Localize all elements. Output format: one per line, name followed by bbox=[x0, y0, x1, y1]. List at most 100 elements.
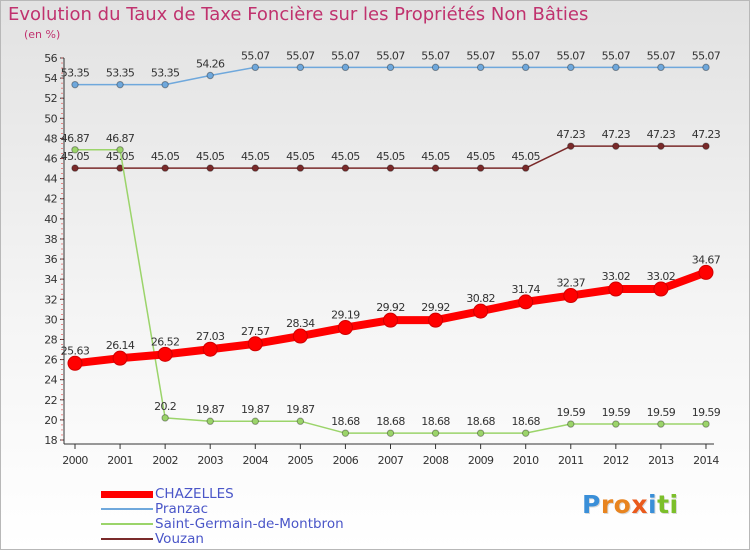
data-label-chazelles: 31.74 bbox=[511, 283, 540, 296]
chart-title: Evolution du Taux de Taxe Foncière sur l… bbox=[8, 4, 589, 25]
data-label-vouzan: 45.05 bbox=[196, 150, 225, 163]
y-tick-label: 32 bbox=[44, 293, 57, 306]
y-tick-label: 48 bbox=[44, 132, 57, 145]
data-label-vouzan: 45.05 bbox=[286, 150, 315, 163]
data-point-chazelles bbox=[608, 281, 624, 297]
data-point-chazelles bbox=[157, 346, 173, 362]
legend-item-saint-germain: Saint-Germain-de-Montbron bbox=[101, 516, 344, 532]
data-label-vouzan: 45.05 bbox=[61, 150, 90, 163]
proxiti-logo: Proxiti bbox=[582, 490, 679, 519]
data-label-chazelles: 33.02 bbox=[647, 270, 676, 283]
data-label-pranzac: 55.07 bbox=[602, 49, 631, 62]
y-tick-label: 52 bbox=[44, 92, 57, 105]
data-point-saint-germain-de-montbron bbox=[161, 414, 169, 422]
data-label-pranzac: 54.26 bbox=[196, 57, 225, 70]
y-tick-label: 18 bbox=[44, 434, 57, 447]
x-tick-label: 2001 bbox=[107, 454, 133, 467]
data-point-saint-germain-de-montbron bbox=[702, 420, 710, 428]
data-point-pranzac bbox=[476, 63, 485, 72]
data-point-chazelles bbox=[247, 336, 263, 352]
data-point-pranzac bbox=[296, 63, 305, 72]
data-point-chazelles bbox=[202, 341, 218, 357]
data-point-chazelles bbox=[563, 288, 579, 304]
data-label-saint-germain-de-montbron: 46.87 bbox=[106, 132, 135, 145]
data-label-saint-germain-de-montbron: 18.68 bbox=[466, 415, 495, 428]
logo-letter: x bbox=[631, 490, 648, 519]
data-point-vouzan bbox=[296, 164, 305, 172]
data-point-chazelles bbox=[698, 264, 714, 280]
y-axis-unit-label: (en %) bbox=[24, 28, 61, 41]
y-tick-label: 38 bbox=[44, 233, 57, 246]
y-tick-label: 30 bbox=[44, 313, 57, 326]
data-point-saint-germain-de-montbron bbox=[567, 420, 575, 428]
data-label-chazelles: 26.14 bbox=[106, 339, 135, 352]
legend-item-pranzac: Pranzac bbox=[101, 501, 208, 517]
data-point-vouzan bbox=[251, 164, 259, 172]
data-label-chazelles: 27.57 bbox=[241, 325, 270, 338]
data-label-chazelles: 32.37 bbox=[557, 277, 586, 290]
data-point-vouzan bbox=[206, 164, 214, 172]
data-point-chazelles bbox=[518, 294, 534, 310]
data-point-pranzac bbox=[116, 80, 124, 89]
x-tick-label: 2005 bbox=[288, 454, 314, 467]
data-point-vouzan bbox=[386, 164, 395, 172]
y-tick-label: 26 bbox=[44, 354, 57, 367]
data-label-saint-germain-de-montbron: 19.59 bbox=[647, 406, 676, 419]
data-label-vouzan: 45.05 bbox=[376, 150, 405, 163]
y-tick-label: 46 bbox=[44, 153, 57, 166]
data-point-pranzac bbox=[251, 63, 259, 72]
data-label-saint-germain-de-montbron: 19.59 bbox=[602, 406, 631, 419]
data-point-saint-germain-de-montbron bbox=[251, 417, 259, 425]
data-label-vouzan: 45.05 bbox=[466, 150, 495, 163]
data-point-vouzan bbox=[341, 164, 350, 172]
y-tick-label: 20 bbox=[44, 414, 57, 427]
data-label-pranzac: 55.07 bbox=[557, 49, 586, 62]
data-label-pranzac: 55.07 bbox=[466, 49, 495, 62]
data-label-pranzac: 55.07 bbox=[421, 49, 450, 62]
data-point-saint-germain-de-montbron bbox=[71, 146, 79, 154]
data-point-saint-germain-de-montbron bbox=[476, 429, 485, 437]
data-label-chazelles: 25.63 bbox=[61, 344, 90, 357]
legend-swatch-chazelles bbox=[101, 490, 153, 498]
data-label-chazelles: 29.92 bbox=[421, 301, 450, 314]
data-label-saint-germain-de-montbron: 18.68 bbox=[421, 415, 450, 428]
data-point-pranzac bbox=[386, 63, 395, 72]
data-label-vouzan: 45.05 bbox=[331, 150, 360, 163]
data-label-chazelles: 27.03 bbox=[196, 330, 225, 343]
x-tick-label: 2012 bbox=[603, 454, 629, 467]
x-tick-label: 2014 bbox=[693, 454, 719, 467]
logo-letter: i bbox=[669, 490, 679, 519]
data-point-vouzan bbox=[431, 164, 440, 172]
data-point-pranzac bbox=[612, 63, 620, 72]
data-label-vouzan: 47.23 bbox=[557, 128, 586, 141]
y-tick-label: 50 bbox=[44, 112, 57, 125]
data-label-vouzan: 47.23 bbox=[647, 128, 676, 141]
data-label-chazelles: 33.02 bbox=[602, 270, 631, 283]
data-label-saint-germain-de-montbron: 19.59 bbox=[692, 406, 721, 419]
data-label-saint-germain-de-montbron: 19.87 bbox=[196, 403, 225, 416]
legend-item-vouzan: Vouzan bbox=[101, 531, 204, 547]
y-tick-label: 24 bbox=[44, 374, 57, 387]
data-label-pranzac: 55.07 bbox=[331, 49, 360, 62]
data-label-vouzan: 45.05 bbox=[151, 150, 180, 163]
y-tick-label: 40 bbox=[44, 213, 57, 226]
y-tick-label: 44 bbox=[44, 173, 57, 186]
data-point-vouzan bbox=[567, 142, 575, 150]
x-tick-label: 2006 bbox=[333, 454, 359, 467]
x-tick-label: 2011 bbox=[558, 454, 584, 467]
y-tick-label: 34 bbox=[44, 273, 57, 286]
data-label-vouzan: 45.05 bbox=[511, 150, 540, 163]
x-tick-label: 2004 bbox=[242, 454, 268, 467]
data-label-saint-germain-de-montbron: 46.87 bbox=[61, 132, 90, 145]
data-label-chazelles: 29.92 bbox=[376, 301, 405, 314]
data-label-chazelles: 29.19 bbox=[331, 309, 360, 322]
data-label-chazelles: 30.82 bbox=[466, 292, 495, 305]
x-tick-label: 2010 bbox=[513, 454, 539, 467]
data-point-vouzan bbox=[612, 142, 620, 150]
x-tick-label: 2007 bbox=[378, 454, 404, 467]
logo-letter: t bbox=[657, 490, 670, 519]
y-tick-label: 28 bbox=[44, 333, 57, 346]
data-label-saint-germain-de-montbron: 19.59 bbox=[557, 406, 586, 419]
x-tick-label: 2009 bbox=[468, 454, 494, 467]
